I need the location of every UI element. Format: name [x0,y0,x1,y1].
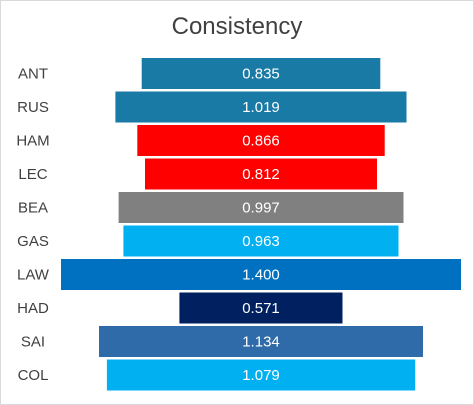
data-label-col: 1.079 [242,367,280,384]
data-label-ham: 0.866 [242,133,280,150]
category-label-col: COL [18,367,49,384]
data-label-had: 0.571 [242,300,280,317]
category-label-had: HAD [17,300,49,317]
bar-gas [123,225,399,257]
bar-rus [115,91,407,123]
data-label-lec: 0.812 [242,166,280,183]
bar-ant [141,58,381,89]
data-label-law: 1.400 [242,267,280,284]
bar-lec [145,158,377,190]
bar-ham [137,125,385,156]
data-label-sai: 1.134 [242,334,280,351]
category-label-sai: SAI [21,334,45,351]
category-label-rus: RUS [17,99,49,116]
bar-had [179,292,343,324]
data-label-bea: 0.997 [242,200,280,217]
category-label-law: LAW [17,267,50,284]
data-label-gas: 0.963 [242,233,280,250]
bar-sai [99,326,423,357]
category-label-ant: ANT [18,66,48,83]
chart-title: Consistency [171,13,303,40]
category-label-gas: GAS [17,233,49,250]
category-label-ham: HAM [16,133,49,150]
data-label-rus: 1.019 [242,99,280,116]
bar-law [61,259,461,290]
bar-col [106,359,416,391]
bar-bea [118,192,404,223]
category-label-lec: LEC [18,166,47,183]
data-label-ant: 0.835 [242,66,280,83]
category-label-bea: BEA [18,200,48,217]
